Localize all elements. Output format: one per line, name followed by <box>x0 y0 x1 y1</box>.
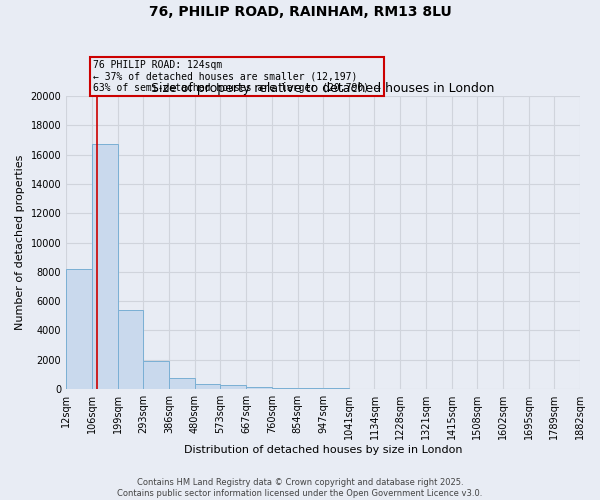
Bar <box>66 269 92 389</box>
Text: 76 PHILIP ROAD: 124sqm
← 37% of detached houses are smaller (12,197)
63% of semi: 76 PHILIP ROAD: 124sqm ← 37% of detached… <box>94 60 381 93</box>
Bar <box>143 361 169 389</box>
Text: 76, PHILIP ROAD, RAINHAM, RM13 8LU: 76, PHILIP ROAD, RAINHAM, RM13 8LU <box>149 5 451 19</box>
Bar <box>246 387 272 389</box>
X-axis label: Distribution of detached houses by size in London: Distribution of detached houses by size … <box>184 445 463 455</box>
Y-axis label: Number of detached properties: Number of detached properties <box>15 155 25 330</box>
Bar <box>169 378 195 389</box>
Title: Size of property relative to detached houses in London: Size of property relative to detached ho… <box>151 82 495 95</box>
Bar <box>298 388 323 389</box>
Bar <box>220 386 246 389</box>
Bar <box>272 388 298 389</box>
Text: Contains HM Land Registry data © Crown copyright and database right 2025.
Contai: Contains HM Land Registry data © Crown c… <box>118 478 482 498</box>
Bar <box>323 388 349 389</box>
Bar <box>195 384 220 389</box>
Bar <box>118 310 143 389</box>
Bar <box>92 144 118 389</box>
